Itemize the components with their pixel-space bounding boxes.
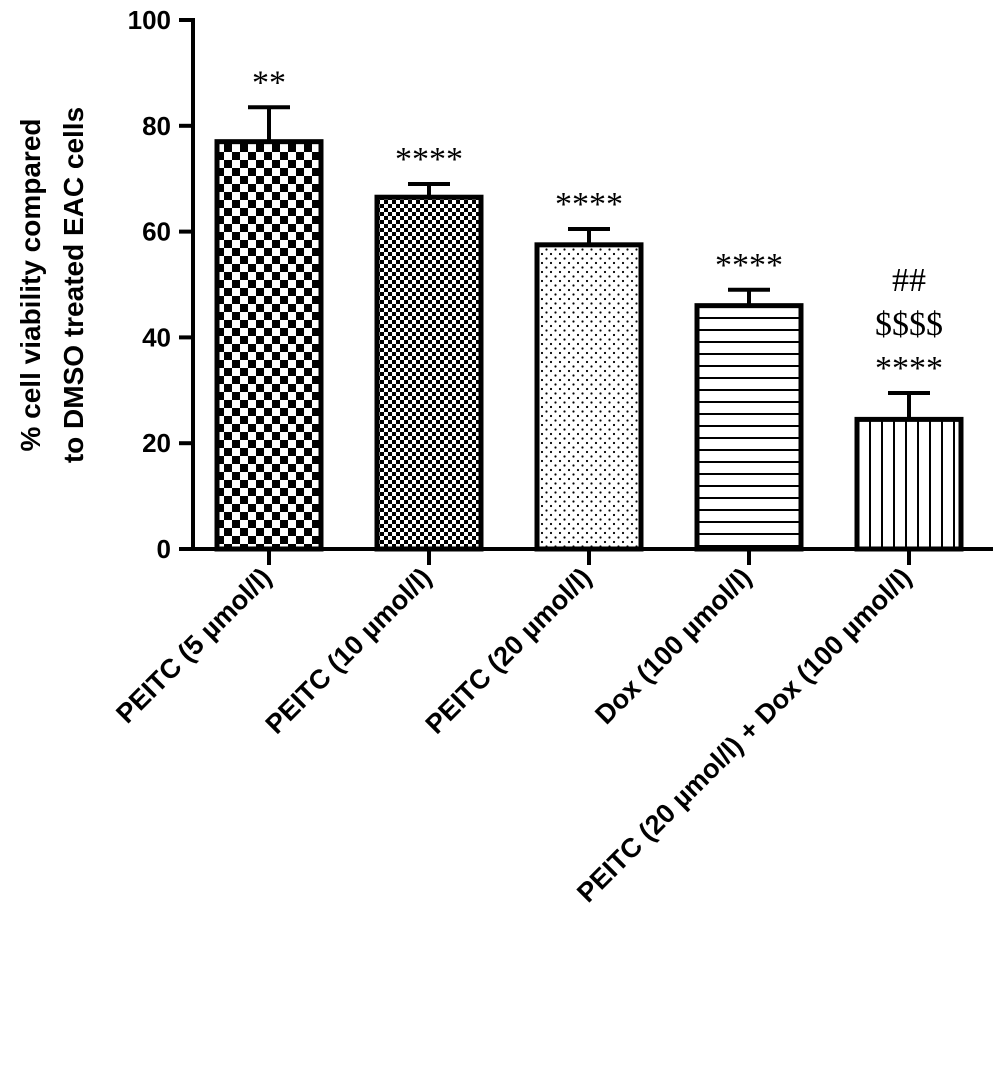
bar-group-3: **** <box>534 186 644 552</box>
x-tick-label: PEITC (20 µmol/l) + Dox (100 µmol/l) <box>571 562 917 908</box>
significance-label: ** <box>252 64 286 101</box>
y-tick-label: 20 <box>142 428 171 458</box>
significance-label: **** <box>875 350 943 387</box>
bar <box>374 194 484 552</box>
y-axis-label: % cell viability compared to DMSO treated… <box>15 107 89 463</box>
bar <box>694 303 804 552</box>
significance-label: $$$$ <box>875 306 943 343</box>
significance-label: **** <box>555 186 623 223</box>
x-tick-label: PEITC (20 µmol/l) <box>420 562 598 740</box>
y-tick-label: 40 <box>142 322 171 352</box>
bar <box>534 242 644 552</box>
x-tick-label: PEITC (5 µmol/l) <box>110 562 277 729</box>
significance-label: **** <box>715 247 783 284</box>
x-tick-label: PEITC (10 µmol/l) <box>260 562 438 740</box>
bar <box>214 139 324 552</box>
bar-group-2: **** <box>374 141 484 552</box>
bar <box>854 416 964 552</box>
significance-label: **** <box>395 141 463 178</box>
bar-group-5: ## $$$$ **** <box>854 262 964 552</box>
y-axis: 0 20 40 60 80 100 <box>128 5 195 564</box>
y-axis-label-line-2: to DMSO treated EAC cells <box>58 107 89 463</box>
bars: ************** ##$$$$**** <box>214 64 964 552</box>
y-tick-label: 60 <box>142 217 171 247</box>
y-tick-label: 80 <box>142 111 171 141</box>
bar-group-4: **** <box>694 247 804 552</box>
y-tick-label: 0 <box>157 534 171 564</box>
x-tick-label: Dox (100 µmol/l) <box>589 562 757 730</box>
bar-group-1: ** <box>214 64 324 552</box>
x-axis: PEITC (5 µmol/l)PEITC (10 µmol/l)PEITC (… <box>110 547 993 908</box>
y-tick-label: 100 <box>128 5 171 35</box>
significance-label: ## <box>892 262 926 299</box>
y-axis-label-line-1: % cell viability compared <box>15 118 46 451</box>
